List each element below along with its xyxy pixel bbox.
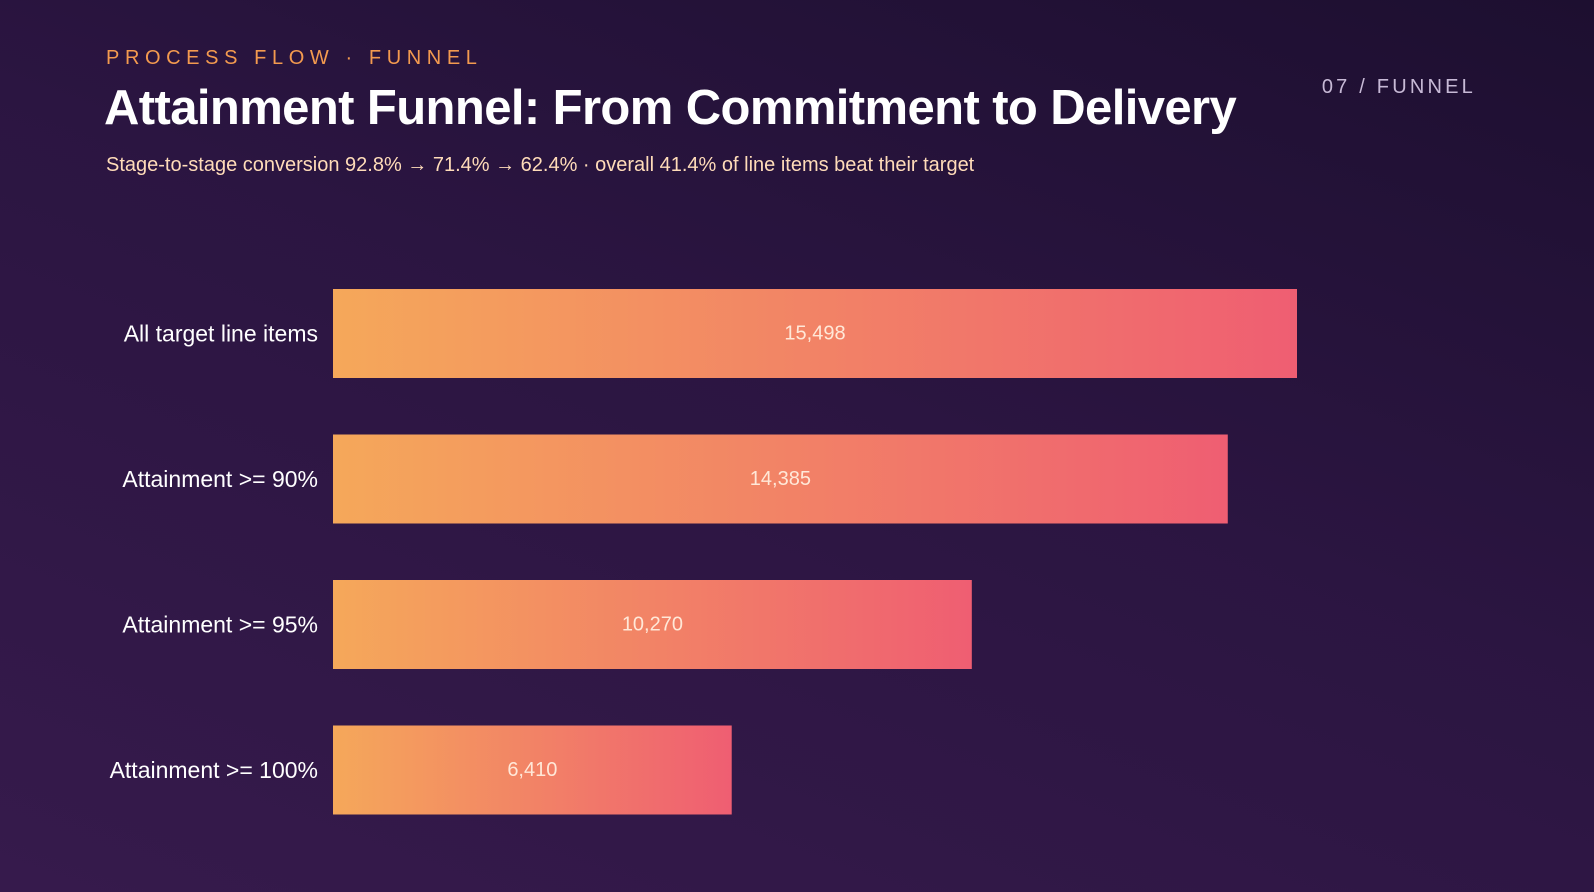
page-title: Attainment Funnel: From Commitment to De…	[104, 81, 1237, 135]
page-subtitle: Stage-to-stage conversion 92.8% → 71.4% …	[106, 154, 975, 176]
slide-number: 07 / FUNNEL	[1321, 76, 1476, 98]
stage-label: Attainment >= 100%	[110, 757, 318, 783]
bar-value-label: 10,270	[622, 614, 683, 636]
bar-value-label: 14,385	[750, 468, 811, 490]
eyebrow-label: PROCESS FLOW · FUNNEL	[106, 47, 483, 69]
stage-label: Attainment >= 95%	[122, 612, 318, 638]
funnel-bar	[333, 725, 732, 815]
stage-label: All target line items	[124, 321, 318, 347]
bar-value-label: 6,410	[507, 759, 557, 781]
funnel-bar	[333, 434, 1228, 524]
bar-value-label: 15,498	[784, 323, 845, 345]
funnel-bar	[333, 289, 1297, 378]
stage-label: Attainment >= 90%	[122, 466, 318, 492]
funnel-bars: 15,498 All target line items 14,385 Attainm…	[110, 289, 1297, 815]
funnel-bar	[333, 580, 972, 669]
